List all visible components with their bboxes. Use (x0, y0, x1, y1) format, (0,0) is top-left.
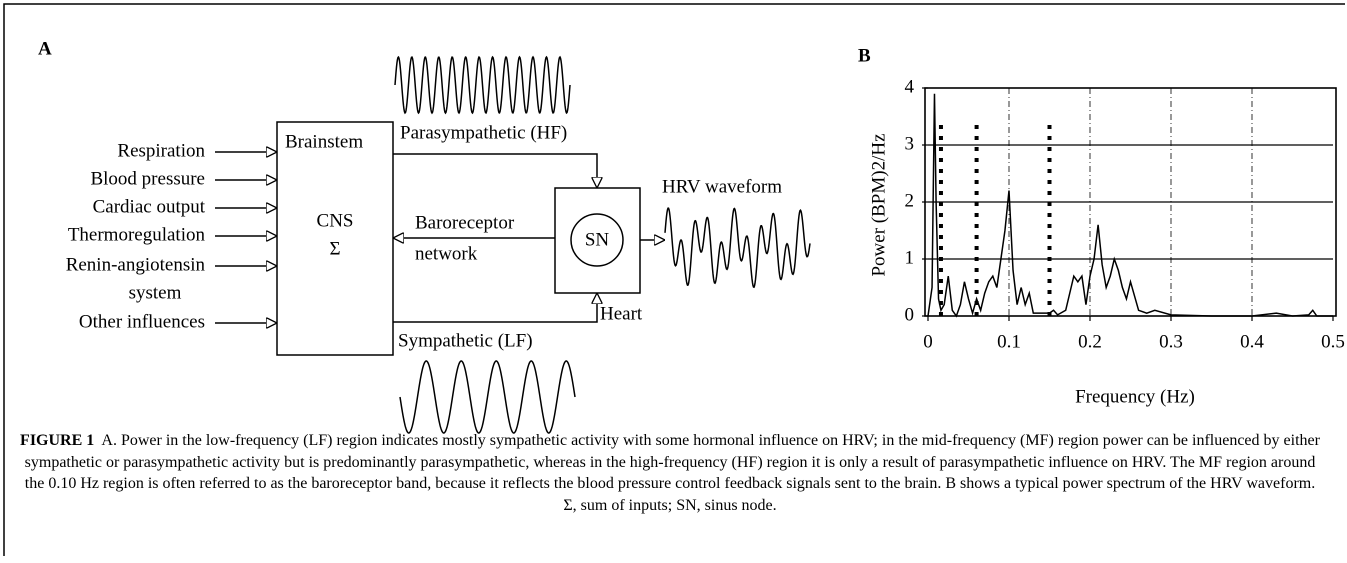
input-label: Renin-angiotensin (66, 254, 206, 275)
y-tick-label: 4 (905, 76, 915, 97)
input-label: Blood pressure (90, 168, 205, 189)
caption-text: A. Power in the low-frequency (LF) regio… (24, 432, 1320, 514)
x-tick-label: 0.5 (1321, 331, 1345, 352)
sn-label: SN (585, 229, 610, 250)
caption: FIGURE 1 A. Power in the low-frequency (… (20, 430, 1320, 516)
x-tick-label: 0.3 (1159, 331, 1183, 352)
hrv-label: HRV waveform (662, 176, 782, 197)
sympathetic-arrow (393, 293, 597, 323)
y-tick-label: 0 (905, 304, 915, 325)
x-tick-label: 0.1 (997, 331, 1021, 352)
parasympathetic-arrow (393, 153, 597, 188)
hf-wave (394, 55, 571, 115)
panel-label: A (38, 38, 52, 59)
x-axis-title: Frequency (Hz) (1075, 386, 1195, 407)
baroreceptor-label: Baroreceptor (415, 212, 515, 233)
sympathetic-label: Sympathetic (LF) (398, 330, 533, 351)
hrv-wave (664, 207, 811, 289)
plot-frame (924, 87, 1337, 317)
lf-wave (399, 360, 576, 434)
brainstem-label: Brainstem (285, 131, 363, 152)
heart-label: Heart (600, 303, 643, 324)
frame (3, 3, 1345, 556)
x-tick-label: 0.4 (1240, 331, 1264, 352)
network-label: network (415, 243, 478, 264)
input-label: Cardiac output (93, 196, 206, 217)
input-label: Other influences (79, 311, 205, 332)
x-tick-label: 0 (923, 331, 933, 352)
x-tick-label: 0.2 (1078, 331, 1102, 352)
sigma-label: Σ (329, 238, 340, 259)
cns-label: CNS (317, 210, 354, 231)
y-axis-title: Power (BPM)2/Hz (868, 133, 889, 276)
spectrum-line (927, 93, 1333, 318)
y-tick-label: 1 (905, 247, 915, 268)
input-label: Thermoregulation (68, 224, 206, 245)
parasympathetic-label: Parasympathetic (HF) (400, 122, 567, 143)
panel-label: B (858, 45, 871, 66)
y-tick-label: 3 (905, 133, 915, 154)
caption-label: FIGURE 1 (20, 432, 95, 449)
input-label: Respiration (117, 140, 205, 161)
y-tick-label: 2 (905, 190, 915, 211)
input-label: system (129, 282, 182, 303)
sn-node (570, 213, 624, 267)
